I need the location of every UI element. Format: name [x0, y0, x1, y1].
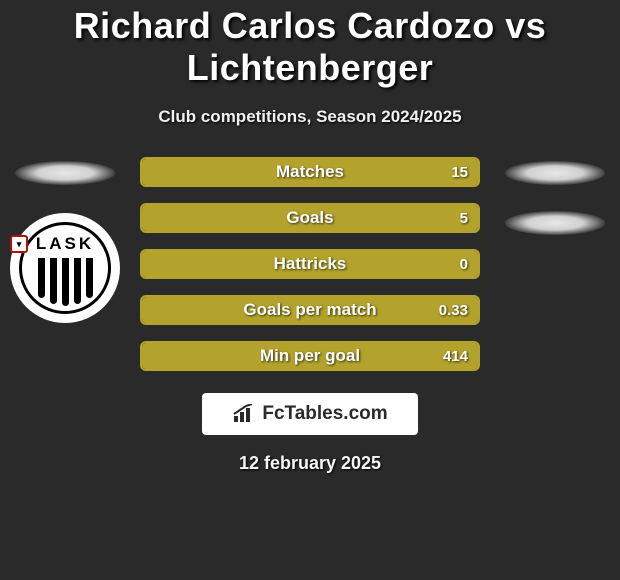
right-column — [500, 157, 610, 235]
stat-bar: Goals 5 — [140, 203, 480, 233]
club-logo-inner: LASK — [19, 222, 111, 314]
stripe — [50, 258, 57, 304]
main-row: LASK ▾ Matches 15 Goals 5 Hattricks 0 Goals pe… — [0, 157, 620, 371]
subtitle: Club competitions, Season 2024/2025 — [0, 107, 620, 127]
brand-text: FcTables.com — [262, 403, 387, 425]
club-logo-emblem: ▾ — [10, 235, 28, 253]
player-shadow-right-1 — [505, 161, 605, 185]
stat-value: 5 — [460, 210, 468, 227]
left-column: LASK ▾ — [10, 157, 120, 323]
stat-label: Hattricks — [274, 254, 347, 274]
stat-value: 0.33 — [439, 302, 468, 319]
brand-chart-icon — [232, 404, 256, 424]
stat-bar: Matches 15 — [140, 157, 480, 187]
stat-bar: Min per goal 414 — [140, 341, 480, 371]
club-logo-left-wrap: LASK ▾ — [10, 205, 120, 323]
page-title: Richard Carlos Cardozo vs Lichtenberger — [0, 5, 620, 89]
stat-value: 15 — [451, 164, 468, 181]
player-shadow-right-2 — [505, 211, 605, 235]
comparison-card: Richard Carlos Cardozo vs Lichtenberger … — [0, 0, 620, 474]
stripe — [62, 258, 69, 306]
stat-label: Goals per match — [243, 300, 376, 320]
club-logo-left: LASK — [10, 213, 120, 323]
stripe — [38, 258, 45, 298]
stat-bar: Goals per match 0.33 — [140, 295, 480, 325]
stats-column: Matches 15 Goals 5 Hattricks 0 Goals per match… — [140, 157, 480, 371]
brand-badge: FcTables.com — [202, 393, 418, 435]
stripe — [74, 258, 81, 304]
club-logo-stripes — [38, 258, 93, 304]
stat-label: Goals — [286, 208, 333, 228]
stat-value: 0 — [460, 256, 468, 273]
player-shadow-left — [15, 161, 115, 185]
club-logo-text: LASK — [36, 235, 94, 252]
stripe — [86, 258, 93, 298]
stat-bar: Hattricks 0 — [140, 249, 480, 279]
stat-label: Min per goal — [260, 346, 360, 366]
date-line: 12 february 2025 — [0, 453, 620, 474]
stat-label: Matches — [276, 162, 344, 182]
stat-value: 414 — [443, 348, 468, 365]
